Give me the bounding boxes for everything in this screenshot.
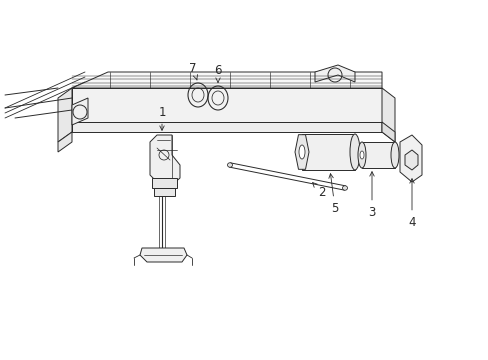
Polygon shape: [294, 135, 308, 169]
Polygon shape: [302, 134, 354, 170]
Polygon shape: [399, 135, 421, 182]
Polygon shape: [58, 88, 72, 142]
Text: 5: 5: [328, 174, 338, 215]
Ellipse shape: [342, 186, 347, 190]
Polygon shape: [314, 65, 354, 82]
Polygon shape: [361, 142, 394, 168]
Text: 4: 4: [407, 179, 415, 229]
Text: 1: 1: [158, 105, 165, 130]
Text: 6: 6: [214, 63, 221, 82]
Polygon shape: [154, 188, 175, 196]
Ellipse shape: [357, 142, 365, 168]
Text: 3: 3: [367, 172, 375, 219]
Polygon shape: [381, 88, 394, 142]
Ellipse shape: [227, 163, 232, 167]
Polygon shape: [72, 72, 381, 88]
Text: 7: 7: [189, 62, 197, 80]
Polygon shape: [152, 178, 177, 188]
Ellipse shape: [359, 151, 363, 159]
Polygon shape: [72, 98, 88, 125]
Polygon shape: [58, 132, 72, 152]
Polygon shape: [404, 150, 417, 170]
Ellipse shape: [349, 134, 359, 170]
Ellipse shape: [298, 145, 305, 159]
Polygon shape: [140, 248, 186, 262]
Ellipse shape: [390, 142, 398, 168]
Polygon shape: [72, 122, 381, 132]
Text: 2: 2: [312, 183, 325, 198]
Polygon shape: [381, 122, 394, 142]
Polygon shape: [150, 135, 180, 185]
Polygon shape: [72, 88, 381, 122]
